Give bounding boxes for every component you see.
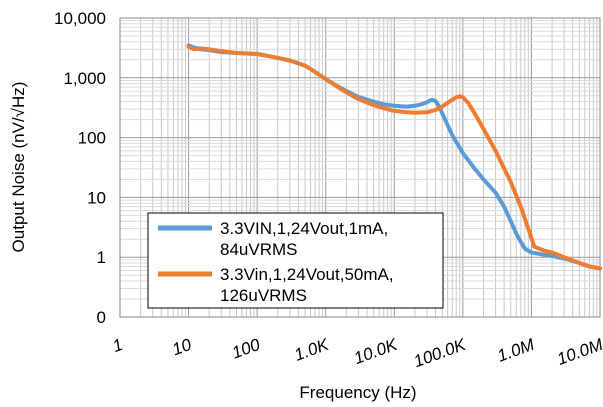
x-tick-labels: 1 10 100 1.0K 10.0K 100.0K 1.0M 10.0M bbox=[110, 335, 603, 372]
x-tick-label: 10.0K bbox=[351, 335, 400, 368]
y-tick-label: 0 bbox=[97, 308, 106, 327]
y-tick-labels: 0 1 10 100 1,000 10,000 bbox=[54, 9, 106, 327]
x-tick-label: 10 bbox=[170, 335, 195, 360]
y-tick-label: 10,000 bbox=[54, 9, 106, 28]
y-axis-title: Output Noise (nV/√Hz) bbox=[9, 82, 28, 253]
legend: 3.3VIN,1,24Vout,1mA, 84uVRMS 3.3Vin,1,24… bbox=[147, 212, 444, 309]
x-tick-label: 1.0M bbox=[495, 335, 538, 366]
y-tick-label: 10 bbox=[87, 188, 106, 207]
x-tick-label: 100 bbox=[229, 335, 263, 363]
legend-label-series-2-line-1: 3.3Vin,1,24Vout,50mA, bbox=[220, 265, 394, 284]
x-tick-label: 1 bbox=[110, 335, 125, 356]
series-line-2 bbox=[186, 44, 602, 271]
legend-label-series-2-line-2: 126uVRMS bbox=[220, 286, 307, 305]
legend-label-series-1-line-2: 84uVRMS bbox=[220, 240, 297, 259]
series-group bbox=[186, 43, 602, 271]
x-tick-label: 10.0M bbox=[554, 335, 603, 369]
x-tick-label: 1.0K bbox=[292, 335, 332, 365]
legend-label-series-1-line-1: 3.3VIN,1,24Vout,1mA, bbox=[220, 219, 388, 238]
y-tick-label: 1,000 bbox=[63, 69, 106, 88]
x-tick-label: 100.0K bbox=[411, 335, 469, 372]
y-tick-label: 100 bbox=[78, 129, 106, 148]
x-axis-title: Frequency (Hz) bbox=[299, 383, 416, 402]
plot-area-frame bbox=[119, 17, 601, 318]
y-tick-label: 1 bbox=[97, 248, 106, 267]
